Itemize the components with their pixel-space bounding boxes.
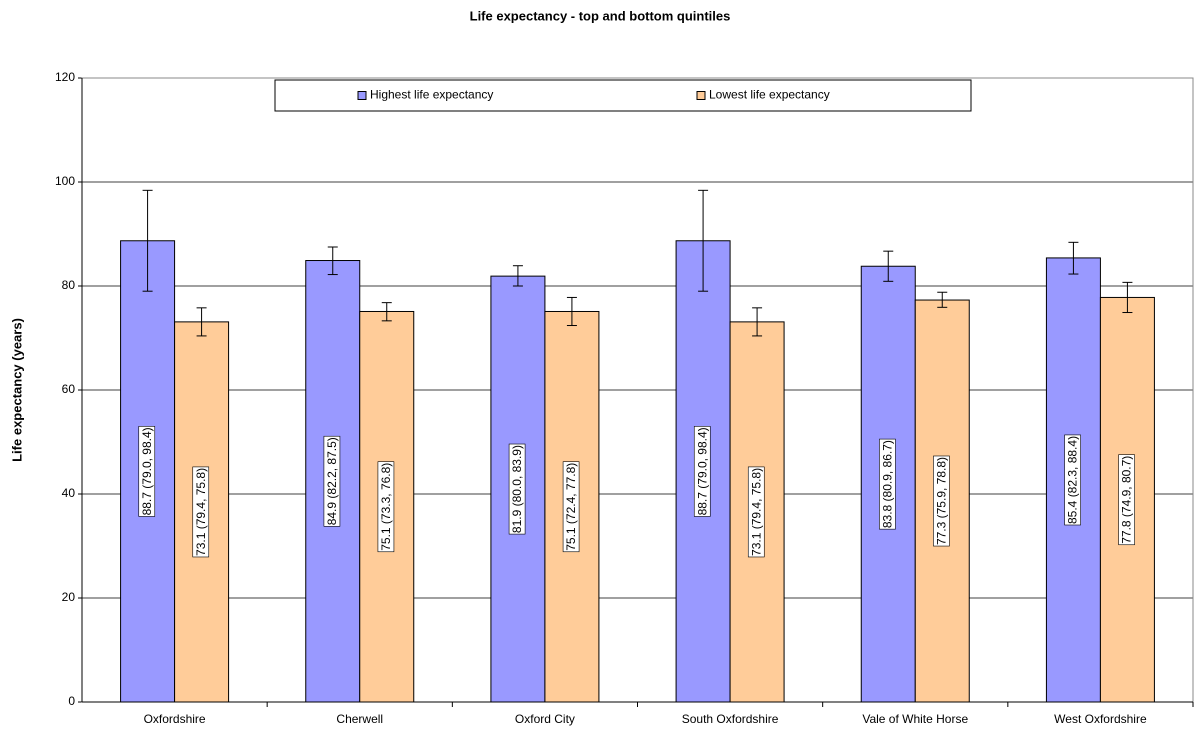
data-label-box [192,466,210,558]
data-label: 81.9 (80.0, 83.9) [508,443,526,535]
data-label-text: 73.1 (79.4, 75.8) [194,468,208,556]
data-label-text: 77.8 (74.9, 80.7) [1120,456,1134,544]
y-tick-label: 40 [62,486,76,500]
data-label: 75.1 (72.4, 77.8) [562,461,580,553]
data-label: 83.8 (80.9, 86.7) [879,438,896,530]
data-label: 85.4 (82.3, 88.4) [1064,434,1081,526]
data-label: 73.1 (79.4, 75.8) [192,466,210,558]
legend-box [274,79,972,112]
x-tick-label: Vale of White Horse [862,712,968,726]
data-label: 88.7 (79.0, 98.4) [138,426,156,517]
data-label-box [747,466,765,558]
data-label-text: 84.9 (82.2, 87.5) [325,437,339,525]
data-label-text: 88.7 (79.0, 98.4) [695,427,709,515]
y-axis-label: Life expectancy (years) [9,318,24,462]
legend-swatch [357,91,367,100]
y-tick-label: 0 [68,694,75,708]
data-label-text: 73.1 (79.4, 75.8) [749,468,763,556]
data-label-box [562,461,580,553]
x-tick-label: West Oxfordshire [1054,712,1147,726]
data-label-text: 75.1 (73.3, 76.8) [379,463,393,551]
y-tick-label: 80 [62,278,76,292]
data-label-box [933,455,950,547]
data-label: 73.1 (79.4, 75.8) [747,466,765,558]
legend-label: Lowest life expectancy [709,88,830,102]
x-tick-label: Cherwell [336,712,383,726]
data-label-text: 88.7 (79.0, 98.4) [140,427,154,515]
chart-title: Life expectancy - top and bottom quintil… [470,8,731,23]
data-label: 88.7 (79.0, 98.4) [693,426,711,517]
data-label-box [323,435,341,527]
y-tick-label: 100 [55,174,75,188]
data-label: 84.9 (82.2, 87.5) [323,435,341,527]
legend-label: Highest life expectancy [370,88,493,102]
data-label-box [693,426,711,517]
data-label-box [1118,454,1135,546]
data-label-text: 77.3 (75.9, 78.8) [934,457,948,545]
x-tick-label: Oxfordshire [144,712,206,726]
y-tick-label: 120 [55,70,75,84]
data-label-box [138,426,156,517]
x-tick-label: Oxford City [515,712,575,726]
y-tick-label: 60 [62,382,76,396]
data-label: 75.1 (73.3, 76.8) [377,461,395,553]
data-label-text: 81.9 (80.0, 83.9) [510,445,524,533]
data-label: 77.8 (74.9, 80.7) [1118,454,1135,546]
data-label-text: 75.1 (72.4, 77.8) [564,463,578,551]
legend-swatch [696,91,706,100]
data-label-box [377,461,395,553]
data-label-box [1064,434,1081,526]
data-label-text: 83.8 (80.9, 86.7) [880,440,894,528]
data-label-box [879,438,896,530]
data-label: 77.3 (75.9, 78.8) [933,455,950,547]
data-label-box [508,443,526,535]
data-label-text: 85.4 (82.3, 88.4) [1066,436,1080,524]
x-tick-label: South Oxfordshire [682,712,779,726]
y-tick-label: 20 [62,590,76,604]
